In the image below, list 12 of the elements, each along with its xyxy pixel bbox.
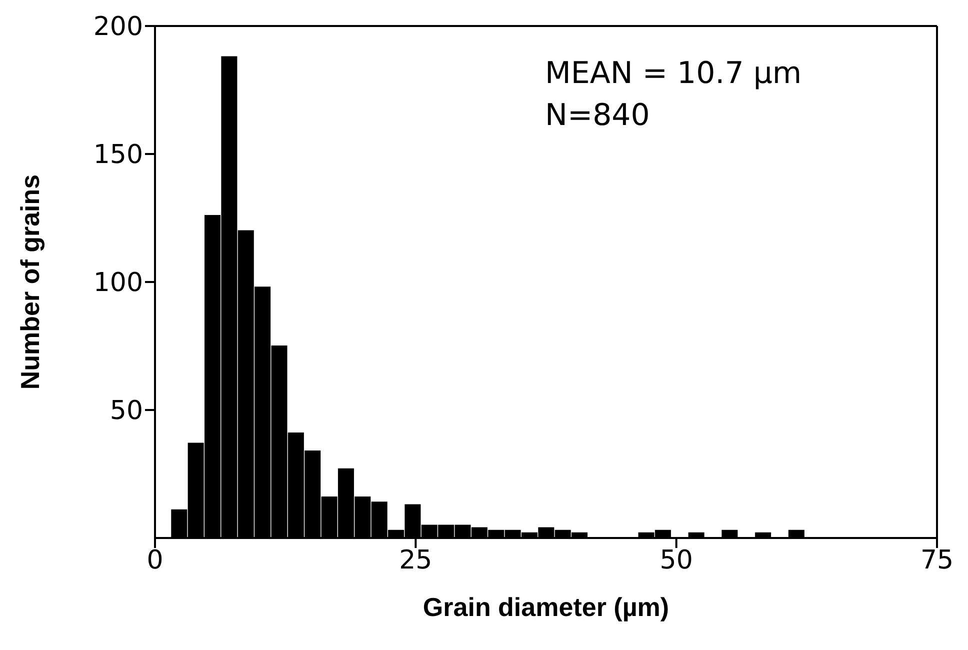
y-axis-title: Number of grains: [15, 174, 46, 390]
x-tick-label: 25: [399, 545, 432, 576]
x-tick-label: 50: [660, 545, 693, 576]
annotation: MEAN = 10.7 µm: [545, 55, 802, 93]
y-tick-label: 50: [110, 396, 143, 426]
x-tick-label: 0: [146, 545, 164, 576]
y-tick-label: 200: [93, 12, 143, 42]
x-axis-title: Grain diameter (µm): [422, 592, 670, 622]
y-tick-label: 100: [93, 268, 143, 298]
y-tick-label: 150: [93, 140, 143, 170]
x-tick-label: 75: [920, 545, 954, 576]
annotation: N=840: [545, 97, 651, 135]
